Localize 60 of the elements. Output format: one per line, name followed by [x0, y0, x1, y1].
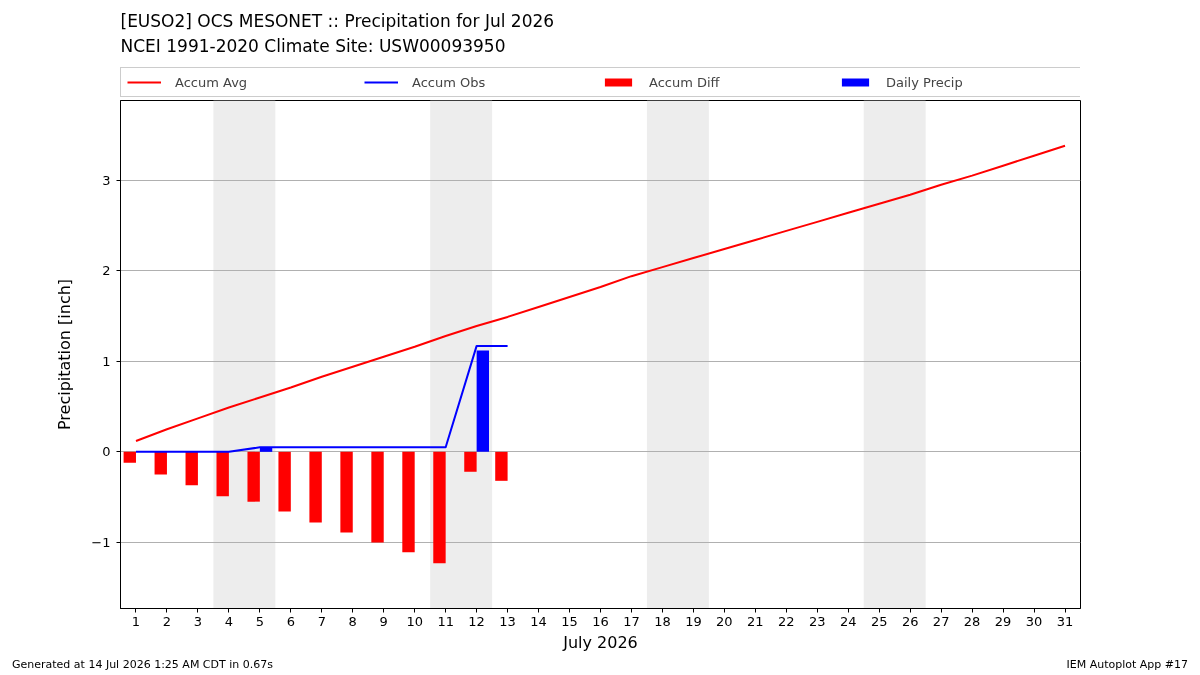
bar [402, 451, 415, 553]
x-tick-label: 12 [468, 613, 485, 629]
bar [495, 451, 508, 481]
x-tick-label: 16 [592, 613, 609, 629]
chart-title: [EUSO2] OCS MESONET :: Precipitation for Jul 2026 [120, 10, 555, 31]
x-axis-title: July 2026 [562, 632, 638, 652]
bar [464, 451, 477, 472]
x-tick-label: 22 [778, 613, 795, 629]
x-tick-label: 13 [499, 613, 516, 629]
bar [154, 451, 167, 475]
legend-label: Accum Obs [412, 74, 487, 90]
x-tick-label: 3 [193, 613, 203, 629]
x-tick-label: 18 [654, 613, 671, 629]
y-tick-label: 2 [102, 263, 111, 279]
x-tick-label: 6 [286, 613, 295, 629]
bar [433, 451, 446, 564]
x-tick-label: 29 [994, 613, 1012, 629]
bar [123, 451, 136, 463]
line-series [134, 144, 1067, 442]
x-tick-label: 21 [747, 613, 764, 629]
x-tick-label: 4 [224, 613, 234, 629]
x-tick-label: 8 [348, 613, 357, 629]
x-tick-label: 14 [530, 613, 547, 629]
legend-label: Daily Precip [886, 74, 964, 90]
bar [278, 451, 291, 512]
bar [216, 451, 229, 497]
x-tick-label: 30 [1025, 613, 1043, 629]
legend-label: Accum Avg [175, 74, 249, 90]
x-tick-label: 9 [379, 613, 388, 629]
x-tick-label: 11 [437, 613, 454, 629]
text: Generated at 14 Jul 2026 1:25 AM CDT in 0.67s [12, 657, 273, 673]
y-tick-label: 1 [102, 353, 111, 369]
x-tick-label: 17 [623, 613, 640, 629]
bar [371, 451, 384, 543]
x-tick-label: 26 [901, 613, 919, 629]
bar [185, 451, 198, 486]
x-tick-label: 31 [1056, 613, 1074, 629]
x-tick-label: 25 [870, 613, 888, 629]
x-tick-label: 2 [162, 613, 172, 629]
y-tick-label: 3 [102, 172, 111, 188]
x-tick-label: 15 [561, 613, 578, 629]
chart-subtitle: NCEI 1991-2020 Climate Site: USW00093950 [120, 35, 506, 56]
x-tick-label: 27 [932, 613, 950, 629]
bar [309, 451, 322, 523]
x-tick-label: 1 [131, 613, 141, 629]
x-tick-label: 20 [716, 613, 733, 629]
x-tick-label: 5 [255, 613, 264, 629]
legend-label: Accum Diff [649, 74, 721, 90]
x-tick-label: 19 [685, 613, 702, 629]
x-tick-label: 24 [839, 613, 857, 629]
y-tick-label: −1 [91, 534, 111, 550]
x-tick-label: 7 [317, 613, 326, 629]
x-tick-label: 23 [809, 613, 826, 629]
bar [340, 451, 353, 533]
x-tick-label: 10 [406, 613, 423, 629]
y-tick-label: 0 [102, 444, 111, 460]
bar [247, 451, 260, 502]
x-tick-label: 28 [963, 613, 981, 629]
text: IEM Autoplot App #17 [1066, 657, 1188, 673]
y-axis-title: Precipitation [inch] [55, 278, 75, 431]
